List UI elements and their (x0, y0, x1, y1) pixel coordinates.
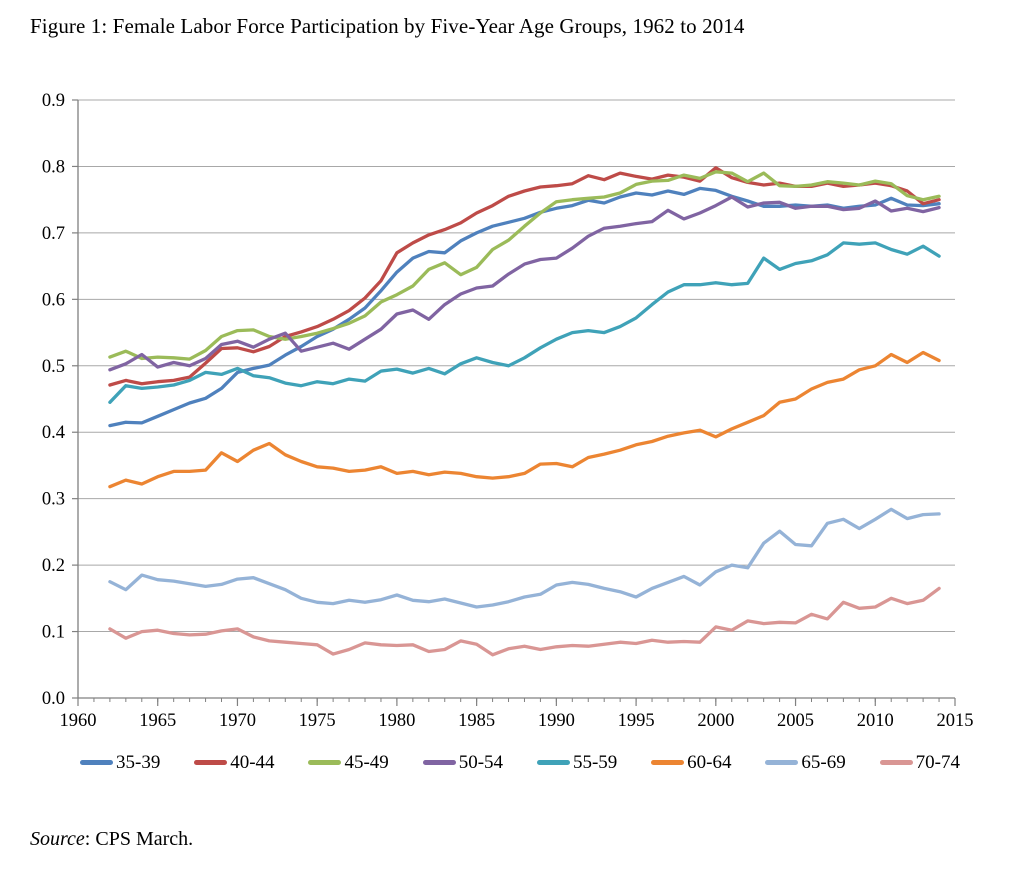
legend-swatch-icon (308, 760, 342, 765)
chart-legend: 35-39 40-44 45-49 50-54 55-59 60-64 65-69 70-74 (80, 753, 960, 772)
x-tick-label: 2010 (857, 711, 894, 731)
series-line-65-69 (108, 507, 941, 609)
legend-item-60-64: 60-64 (651, 752, 732, 773)
series-line-70-74 (108, 586, 941, 657)
x-tick-label: 2005 (777, 711, 814, 731)
x-tick-label: 1970 (219, 711, 256, 731)
legend-label: 55-59 (572, 752, 618, 773)
y-tick-label: 0.8 (42, 157, 65, 177)
source-text: : CPS March. (84, 828, 194, 850)
legend-label: 50-54 (458, 752, 504, 773)
y-tick-label: 0.2 (42, 556, 65, 576)
legend-item-45-49: 45-49 (308, 752, 389, 773)
legend-item-40-44: 40-44 (194, 752, 275, 773)
y-tick-label: 0.6 (42, 290, 65, 310)
x-tick-label: 1990 (538, 711, 575, 731)
x-tick-label: 2000 (697, 711, 734, 731)
series-line-50-54 (108, 195, 941, 372)
legend-item-55-59: 55-59 (536, 752, 618, 773)
legend-swatch-icon (194, 760, 228, 765)
legend-swatch-icon (765, 760, 799, 765)
series-line-55-59 (108, 241, 941, 404)
legend-item-65-69: 65-69 (765, 752, 846, 773)
x-tick-label: 1995 (618, 711, 655, 731)
x-tick-label: 1980 (378, 711, 415, 731)
y-tick-label: 0.1 (42, 623, 65, 643)
legend-swatch-icon (536, 760, 570, 765)
legend-swatch-icon (879, 760, 913, 765)
x-tick-label: 2015 (937, 711, 974, 731)
y-tick-label: 0.9 (42, 91, 65, 111)
figure-title: Figure 1: Female Labor Force Participati… (30, 14, 745, 38)
y-tick-label: 0.7 (42, 224, 65, 244)
x-tick-label: 1960 (60, 711, 97, 731)
legend-swatch-icon (651, 760, 685, 765)
legend-label: 60-64 (687, 752, 732, 773)
series-line-40-44 (108, 166, 941, 387)
y-tick-label: 0.0 (42, 689, 65, 709)
y-tick-label: 0.4 (42, 423, 65, 443)
x-tick-label: 1985 (458, 711, 495, 731)
series-line-45-49 (108, 170, 941, 361)
x-tick-label: 1975 (299, 711, 336, 731)
legend-item-50-54: 50-54 (422, 752, 504, 773)
legend-item-35-39: 35-39 (80, 753, 160, 772)
y-tick-label: 0.3 (42, 490, 65, 510)
legend-label: 70-74 (915, 752, 960, 773)
legend-label: 45-49 (344, 752, 389, 773)
legend-item-70-74: 70-74 (879, 752, 960, 773)
legend-swatch-icon (422, 760, 456, 765)
series-line-35-39 (108, 186, 941, 428)
legend-label: 40-44 (230, 752, 275, 773)
y-tick-label: 0.5 (42, 357, 65, 377)
line-chart: 0.0 0.1 0.2 0.3 0.4 0.5 0.6 0.7 0.8 0.9 1960 1965 19… (42, 91, 974, 731)
legend-label: 65-69 (801, 752, 846, 773)
source-label: Source (30, 828, 85, 850)
legend-label: 35-39 (116, 752, 161, 773)
legend-swatch-icon (80, 760, 113, 765)
x-tick-label: 1965 (139, 711, 176, 731)
source-note: Source: CPS March. (30, 828, 193, 851)
series-line-60-64 (108, 350, 941, 489)
